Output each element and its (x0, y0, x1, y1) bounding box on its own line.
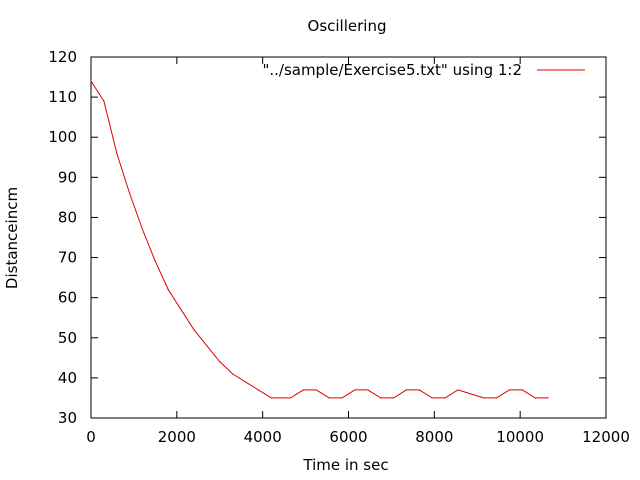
legend: "../sample/Exercise5.txt" using 1:2 (262, 61, 585, 79)
data-point (129, 192, 131, 194)
data-point (90, 80, 92, 82)
y-tick-label: 80 (58, 208, 77, 226)
data-point (457, 389, 459, 391)
data-point (444, 397, 446, 399)
y-tick-label: 120 (48, 48, 77, 66)
axis-tick-labels: 0 2000 4000 6000 8000 10000 12000 30 40 50 60 70 80 9… (48, 48, 630, 446)
x-tick-label: 6000 (329, 428, 367, 446)
x-tick-label: 12000 (582, 428, 630, 446)
x-tick-label: 8000 (415, 428, 453, 446)
data-point (141, 228, 144, 231)
data-point (167, 289, 169, 291)
data-point (206, 345, 208, 347)
data-point (154, 260, 156, 263)
y-tick-label: 40 (58, 369, 77, 387)
data-point (219, 361, 221, 363)
data-point (244, 381, 247, 383)
data-point (302, 389, 305, 391)
data-point (289, 397, 292, 399)
data-point (341, 397, 343, 399)
data-point (483, 397, 485, 399)
legend-label: "../sample/Exercise5.txt" using 1:2 (262, 61, 522, 79)
data-point (193, 329, 195, 331)
y-axis-label: Distanceincm (3, 187, 21, 289)
data-point (180, 309, 182, 311)
y-tick-label: 100 (48, 128, 77, 146)
data-point (521, 389, 523, 391)
data-point (116, 152, 118, 154)
y-tick-label: 110 (48, 88, 77, 106)
data-point (470, 393, 472, 395)
x-axis-label: Time in sec (302, 456, 388, 474)
data-point (270, 397, 272, 399)
data-point (367, 389, 369, 391)
x-tick-label: 4000 (244, 428, 282, 446)
data-point (380, 397, 382, 399)
data-point (103, 100, 105, 102)
data-point (418, 389, 420, 391)
y-tick-label: 60 (58, 289, 77, 307)
x-tick-label: 0 (86, 428, 96, 446)
data-point (257, 389, 259, 391)
data-point (232, 373, 234, 375)
x-tick-label: 2000 (158, 428, 196, 446)
data-point (534, 397, 536, 399)
data-point (328, 397, 330, 399)
series-group (90, 80, 549, 399)
x-tick-label: 10000 (496, 428, 544, 446)
data-point (508, 389, 511, 391)
data-point (431, 397, 433, 399)
chart-title: Oscillering (308, 17, 387, 35)
y-tick-label: 50 (58, 329, 77, 347)
data-point (354, 389, 356, 391)
data-point (315, 389, 317, 391)
axis-ticks (90, 56, 607, 419)
y-tick-label: 70 (58, 249, 77, 267)
data-point (392, 397, 395, 399)
y-tick-label: 30 (58, 409, 77, 427)
data-point (405, 389, 408, 391)
y-tick-label: 90 (58, 168, 77, 186)
data-point (495, 397, 498, 399)
data-point (547, 397, 549, 399)
data-point (277, 397, 279, 399)
